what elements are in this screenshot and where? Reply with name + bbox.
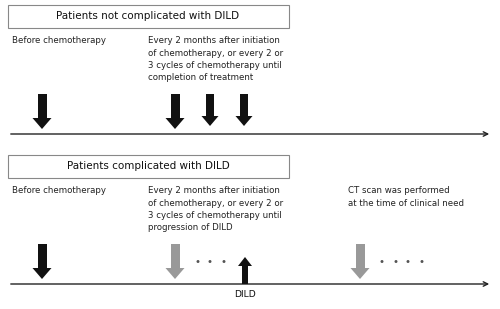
Polygon shape — [240, 94, 248, 116]
Text: •: • — [405, 257, 411, 267]
Polygon shape — [166, 118, 184, 129]
Text: Before chemotherapy: Before chemotherapy — [12, 186, 106, 195]
Polygon shape — [356, 244, 364, 268]
Polygon shape — [38, 244, 46, 268]
Text: Patients not complicated with DILD: Patients not complicated with DILD — [56, 11, 240, 21]
Polygon shape — [170, 244, 179, 268]
Polygon shape — [238, 257, 252, 266]
Polygon shape — [206, 94, 214, 116]
Polygon shape — [166, 268, 184, 279]
Text: •: • — [220, 257, 226, 267]
Text: Every 2 months after initiation
of chemotherapy, or every 2 or
3 cycles of chemo: Every 2 months after initiation of chemo… — [148, 186, 283, 232]
Text: Before chemotherapy: Before chemotherapy — [12, 36, 106, 45]
Polygon shape — [32, 268, 52, 279]
Text: Patients complicated with DILD: Patients complicated with DILD — [66, 161, 230, 171]
Polygon shape — [236, 116, 252, 126]
Text: •: • — [379, 257, 385, 267]
Polygon shape — [202, 116, 218, 126]
FancyBboxPatch shape — [8, 154, 288, 177]
Text: •: • — [207, 257, 213, 267]
Polygon shape — [38, 94, 46, 118]
Polygon shape — [350, 268, 370, 279]
Polygon shape — [242, 266, 248, 284]
FancyBboxPatch shape — [8, 5, 288, 28]
Text: Every 2 months after initiation
of chemotherapy, or every 2 or
3 cycles of chemo: Every 2 months after initiation of chemo… — [148, 36, 283, 83]
Text: DILD: DILD — [234, 290, 256, 299]
Polygon shape — [32, 118, 52, 129]
Polygon shape — [170, 94, 179, 118]
Text: •: • — [418, 257, 424, 267]
Text: •: • — [392, 257, 398, 267]
Text: •: • — [194, 257, 200, 267]
Text: CT scan was performed
at the time of clinical need: CT scan was performed at the time of cli… — [348, 186, 464, 208]
